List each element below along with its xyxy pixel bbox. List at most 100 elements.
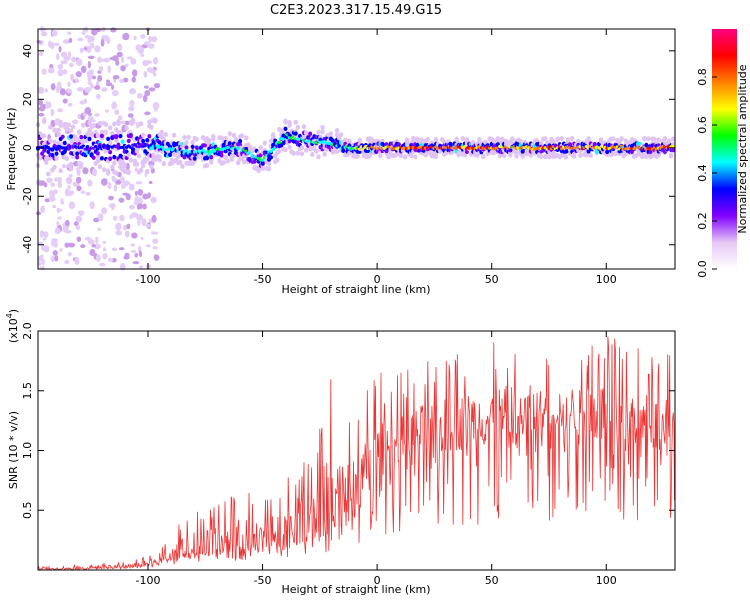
spectrogram-cell bbox=[94, 243, 101, 250]
spectrogram-cell bbox=[75, 224, 81, 231]
spectrogram-y-tick-label: -40 bbox=[21, 236, 34, 254]
spectrogram-cell bbox=[64, 242, 70, 248]
spectrogram-cell bbox=[60, 201, 65, 205]
spectrogram-cell bbox=[275, 157, 280, 163]
spectrogram-cell bbox=[91, 155, 96, 160]
spectrogram-cell bbox=[584, 152, 589, 158]
spectrogram-cell bbox=[402, 154, 408, 160]
spectrogram-cell bbox=[100, 38, 105, 47]
spectrogram-cell bbox=[98, 65, 104, 72]
spectrogram-x-tick-label: -100 bbox=[136, 273, 161, 286]
spectrogram-cell bbox=[105, 168, 111, 174]
spectrogram-cell bbox=[252, 159, 257, 164]
spectrogram-cell bbox=[143, 85, 149, 89]
spectrogram-cell bbox=[571, 153, 577, 159]
spectrogram-cell bbox=[102, 247, 107, 252]
snr-x-tick-label: -100 bbox=[136, 574, 161, 587]
colorbar-tick-label: 0.4 bbox=[696, 164, 709, 182]
spectrogram-cell bbox=[96, 147, 100, 151]
spectrogram-cell bbox=[88, 69, 94, 75]
spectrogram-cell bbox=[85, 144, 90, 149]
snr-x-tick-label: 50 bbox=[485, 574, 499, 587]
spectrogram-cell bbox=[114, 134, 119, 139]
spectrogram-cell bbox=[159, 129, 164, 135]
spectrogram-cell bbox=[38, 99, 43, 107]
spectrogram-cell bbox=[128, 105, 135, 112]
spectrogram-cell bbox=[229, 156, 235, 162]
spectrogram-cell bbox=[45, 101, 49, 109]
spectrogram-cell bbox=[120, 183, 126, 189]
spectrogram-cell bbox=[81, 122, 86, 128]
spectrogram-cell bbox=[555, 136, 560, 142]
spectrogram-cell bbox=[64, 259, 70, 265]
spectrogram-cell bbox=[76, 176, 82, 184]
spectrogram-cell bbox=[143, 70, 148, 78]
spectrogram-cell bbox=[514, 149, 519, 155]
spectrogram-cell bbox=[111, 90, 119, 97]
spectrogram-cell bbox=[231, 132, 237, 138]
spectrogram-cell bbox=[120, 139, 125, 144]
spectrogram-cell bbox=[50, 182, 56, 188]
spectrogram-cell bbox=[569, 135, 575, 141]
spectrogram-cell bbox=[107, 257, 114, 262]
spectrogram-cell bbox=[76, 185, 82, 192]
spectrogram-cell bbox=[113, 184, 118, 192]
spectrogram-cell bbox=[82, 167, 89, 175]
spectrogram-cell bbox=[287, 144, 292, 150]
spectrogram-cell bbox=[538, 153, 544, 159]
spectrogram-cell bbox=[36, 40, 42, 44]
spectrogram-cell bbox=[74, 137, 80, 143]
spectrogram-cell bbox=[129, 214, 133, 220]
spectrogram-cell bbox=[668, 152, 674, 158]
spectrogram-cell bbox=[51, 30, 58, 37]
spectrogram-cell bbox=[54, 227, 61, 235]
spectrogram-cell bbox=[42, 237, 47, 241]
spectrogram-cell bbox=[97, 74, 103, 82]
spectrogram-cell bbox=[37, 86, 45, 94]
spectrogram-cell bbox=[413, 154, 418, 160]
spectrogram-cell bbox=[81, 31, 86, 35]
spectrogram-cell bbox=[116, 51, 123, 58]
spectrogram-cell bbox=[40, 151, 45, 156]
spectrogram-cell bbox=[235, 160, 241, 166]
spectrogram-cell bbox=[102, 252, 108, 260]
spectrogram-cell bbox=[91, 243, 96, 248]
colorbar-tick-label: 0.8 bbox=[696, 68, 709, 86]
spectrogram-cell bbox=[111, 84, 115, 90]
spectrogram-cell bbox=[118, 134, 123, 139]
spectrogram-cell bbox=[65, 176, 73, 185]
spectrogram-cell bbox=[126, 152, 131, 158]
spectrogram-cell bbox=[310, 152, 315, 158]
spectrogram-cell bbox=[75, 151, 80, 156]
spectrogram-cell bbox=[116, 129, 121, 135]
snr-x-axis-label: Height of straight line (km) bbox=[281, 583, 430, 596]
spectrogram-cell bbox=[141, 138, 146, 144]
spectrogram-cell bbox=[59, 247, 63, 252]
snr-y-tick-label: 0.5 bbox=[21, 502, 34, 520]
spectrogram-cell bbox=[192, 156, 197, 161]
spectrogram-cell bbox=[116, 43, 123, 51]
spectrogram-cell bbox=[219, 149, 224, 155]
spectrogram-cell bbox=[592, 141, 597, 147]
spectrogram-cell bbox=[54, 155, 59, 161]
spectrogram-cell bbox=[126, 223, 131, 230]
spectrogram-cell bbox=[135, 181, 143, 185]
spectrogram-cell bbox=[559, 136, 565, 142]
spectrogram-cell bbox=[102, 240, 107, 244]
spectrogram-cell bbox=[57, 216, 62, 220]
spectrogram-cell bbox=[652, 136, 657, 142]
spectrogram-cell bbox=[74, 77, 79, 84]
spectrogram-cell bbox=[106, 136, 111, 142]
spectrogram-cell bbox=[646, 136, 651, 142]
spectrogram-cell bbox=[145, 264, 152, 269]
spectrogram-cell bbox=[149, 124, 154, 130]
spectrogram-cell bbox=[62, 69, 68, 75]
spectrogram-cell bbox=[47, 67, 55, 74]
spectrogram-cell bbox=[110, 130, 115, 136]
spectrogram-cell bbox=[132, 69, 138, 77]
spectrogram-cell bbox=[338, 132, 344, 138]
spectrogram-cell bbox=[129, 100, 135, 107]
spectrogram-cell bbox=[70, 124, 76, 130]
spectrogram-cell bbox=[95, 151, 100, 156]
spectrogram-cell bbox=[277, 148, 282, 154]
